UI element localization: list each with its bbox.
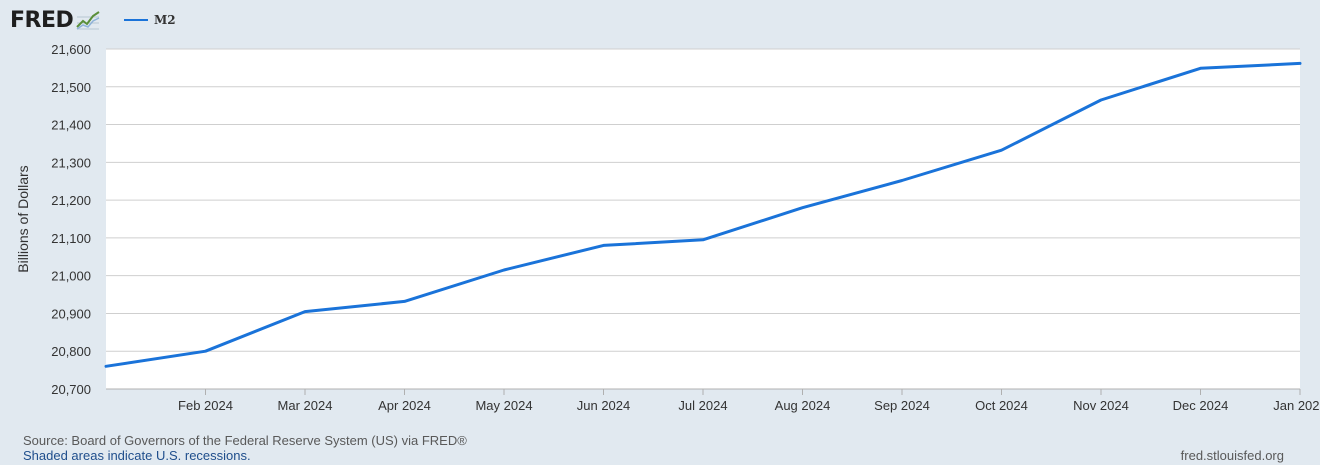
x-tick-label: Apr 2024 bbox=[378, 398, 431, 413]
chart-legend[interactable]: M2 bbox=[124, 13, 176, 27]
y-tick-label: 20,700 bbox=[51, 382, 91, 397]
x-tick-label: Jan 2025 bbox=[1273, 398, 1320, 413]
y-tick-label: 20,800 bbox=[51, 344, 91, 359]
x-tick-label: Jun 2024 bbox=[577, 398, 631, 413]
legend-label: M2 bbox=[154, 13, 176, 27]
y-tick-label: 21,200 bbox=[51, 193, 91, 208]
plot-background bbox=[106, 49, 1300, 389]
x-tick-label: Aug 2024 bbox=[775, 398, 831, 413]
recession-note: Shaded areas indicate U.S. recessions. bbox=[23, 448, 251, 463]
y-tick-label: 21,500 bbox=[51, 80, 91, 95]
x-tick-label: Dec 2024 bbox=[1173, 398, 1229, 413]
y-tick-label: 21,000 bbox=[51, 269, 91, 284]
y-tick-label: 21,100 bbox=[51, 231, 91, 246]
x-tick-label: Nov 2024 bbox=[1073, 398, 1129, 413]
logo-text: FRED bbox=[10, 7, 74, 33]
site-url[interactable]: fred.stlouisfed.org bbox=[1180, 448, 1284, 463]
y-tick-label: 21,400 bbox=[51, 118, 91, 133]
series-line-m2 bbox=[104, 61, 1302, 368]
y-tick-label: 20,900 bbox=[51, 306, 91, 321]
y-tick-label: 21,600 bbox=[51, 42, 91, 57]
chart-footer: Source: Board of Governors of the Federa… bbox=[23, 433, 467, 463]
y-tick-label: 21,300 bbox=[51, 155, 91, 170]
fred-line-chart-icon bbox=[75, 9, 102, 31]
legend-swatch bbox=[124, 19, 148, 21]
x-tick-label: Feb 2024 bbox=[178, 398, 233, 413]
fred-logo[interactable]: FRED bbox=[10, 6, 102, 34]
x-tick-label: Oct 2024 bbox=[975, 398, 1028, 413]
x-tick-label: Jul 2024 bbox=[678, 398, 727, 413]
x-tick-label: May 2024 bbox=[475, 398, 532, 413]
y-axis-label: Billions of Dollars bbox=[15, 165, 31, 272]
source-text: Source: Board of Governors of the Federa… bbox=[23, 433, 467, 448]
x-tick-label: Mar 2024 bbox=[278, 398, 333, 413]
x-tick-label: Sep 2024 bbox=[874, 398, 930, 413]
